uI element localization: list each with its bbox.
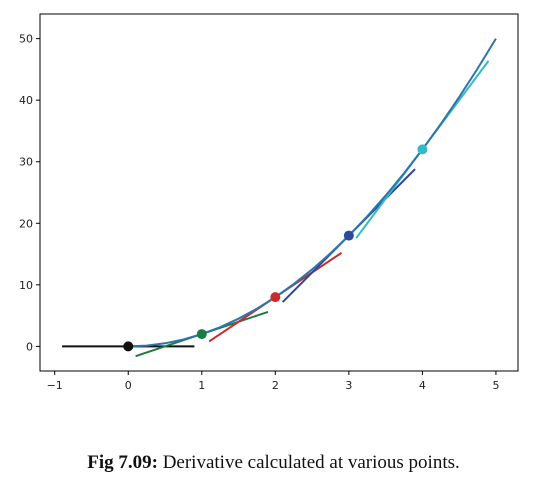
x-tick-label: 3	[345, 379, 352, 392]
x-tick-label: 1	[198, 379, 205, 392]
tangent-point-1	[196, 329, 207, 340]
x-tick-label: 0	[125, 379, 132, 392]
plot-frame	[39, 13, 519, 372]
x-axis: −1 0 1 2 3 4 5	[47, 371, 499, 392]
derivative-chart: −1 0 1 2 3 4 5 0 10 20 30 40 50	[19, 13, 519, 392]
y-axis: 0 10 20 30 40 50	[19, 33, 40, 353]
x-tick-label: −1	[47, 379, 63, 392]
y-tick-label: 0	[26, 340, 33, 353]
x-tick-label: 4	[419, 379, 426, 392]
y-tick-label: 20	[19, 217, 33, 230]
tangent-lines	[62, 60, 490, 358]
figure-caption-label: Fig 7.09:	[87, 452, 158, 473]
curve-line	[128, 38, 497, 348]
figure-caption-text: Derivative calculated at various points.	[157, 452, 460, 473]
tangent-point-3	[343, 230, 354, 241]
x-tick-label: 5	[492, 379, 499, 392]
tangent-points	[123, 144, 428, 352]
y-tick-label: 30	[19, 156, 33, 169]
figure-caption: Fig 7.09: Derivative calculated at vario…	[0, 452, 547, 474]
x-tick-label: 2	[272, 379, 279, 392]
y-tick-label: 50	[19, 33, 33, 46]
tangent-point-0	[123, 341, 134, 352]
y-tick-label: 40	[19, 94, 33, 107]
tangent-point-4	[417, 144, 428, 155]
y-tick-label: 10	[19, 279, 33, 292]
tangent-point-2	[270, 292, 281, 303]
